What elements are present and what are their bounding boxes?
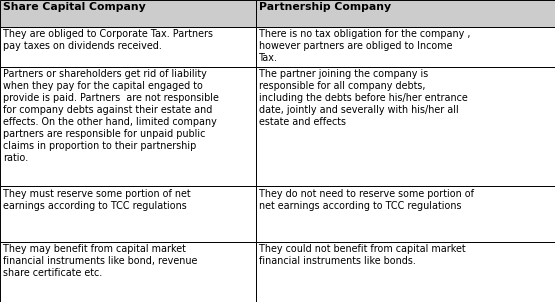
Bar — [256, 0, 555, 27]
Bar — [256, 242, 555, 302]
Bar — [0, 27, 256, 67]
Text: They may benefit from capital market
financial instruments like bond, revenue
sh: They may benefit from capital market fin… — [3, 244, 198, 278]
Text: The partner joining the company is
responsible for all company debts,
including : The partner joining the company is respo… — [259, 69, 468, 127]
Bar — [0, 0, 256, 27]
Text: They do not need to reserve some portion of
net earnings according to TCC regula: They do not need to reserve some portion… — [259, 188, 475, 210]
Text: Partnership Company: Partnership Company — [259, 2, 391, 12]
Bar — [256, 67, 555, 186]
Bar — [0, 67, 256, 186]
Bar — [256, 27, 555, 67]
Bar — [0, 242, 256, 302]
Text: They are obliged to Corporate Tax. Partners
pay taxes on dividends received.: They are obliged to Corporate Tax. Partn… — [3, 29, 213, 51]
Text: There is no tax obligation for the company ,
however partners are obliged to Inc: There is no tax obligation for the compa… — [259, 29, 471, 63]
Text: They must reserve some portion of net
earnings according to TCC regulations: They must reserve some portion of net ea… — [3, 188, 190, 210]
Text: Partners or shareholders get rid of liability
when they pay for the capital enga: Partners or shareholders get rid of liab… — [3, 69, 219, 163]
Text: Share Capital Company: Share Capital Company — [3, 2, 146, 12]
Bar — [256, 186, 555, 242]
Bar — [0, 186, 256, 242]
Text: They could not benefit from capital market
financial instruments like bonds.: They could not benefit from capital mark… — [259, 244, 466, 266]
